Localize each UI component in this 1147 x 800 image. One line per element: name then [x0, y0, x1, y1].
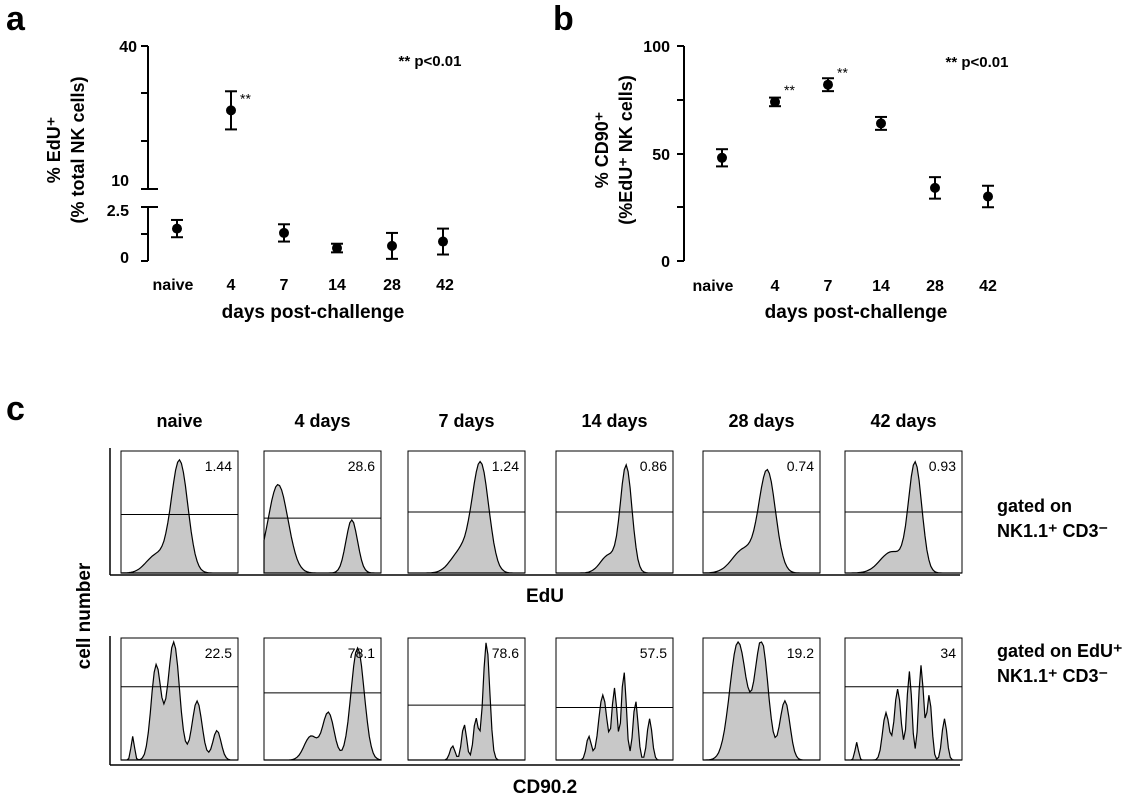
panel-letter-b: b — [553, 0, 574, 38]
chart-c-histogram — [845, 665, 962, 761]
chart-b-xtick-3: 14 — [872, 278, 890, 295]
chart-c-gate-value: 22.5 — [205, 645, 232, 661]
chart-c-gate-value: 34 — [940, 645, 956, 661]
chart-c: cell number EdU CD90.2 gated on NK1.1⁺ C… — [74, 411, 1123, 798]
chart-c-row0-axis-label: EdU — [526, 586, 564, 607]
chart-a-ytick-40: 40 — [119, 39, 137, 56]
chart-b-xtick-4: 28 — [926, 278, 944, 295]
chart-b-point — [983, 191, 993, 202]
chart-c-columns: naive 4 days 7 days 14 days 28 days 42 days 1.… — [120, 411, 963, 761]
chart-c-gate-value: 28.6 — [348, 458, 375, 474]
panel-letter-c: c — [6, 390, 25, 428]
chart-b-xtick-0: naive — [693, 278, 734, 295]
chart-c-histogram — [556, 672, 673, 761]
chart-c-gate-value: 1.44 — [205, 458, 232, 474]
chart-a-ytick-10: 10 — [111, 173, 129, 190]
chart-c-histogram — [702, 468, 820, 574]
chart-a-ylabel2: (% total NK cells) — [68, 76, 88, 223]
chart-b-ytick-100: 100 — [643, 39, 670, 56]
chart-a-annotation: ** p<0.01 — [399, 53, 462, 70]
chart-c-histogram — [845, 460, 962, 574]
chart-a-point — [332, 243, 342, 254]
chart-a-point — [226, 105, 236, 116]
chart-b-ylabel2: (%EdU⁺ NK cells) — [616, 75, 636, 225]
chart-c-histogram — [263, 483, 381, 574]
chart-a-point — [172, 223, 182, 234]
chart-c-gate-value: 1.24 — [492, 458, 519, 474]
chart-b-xtick-2: 7 — [824, 278, 833, 295]
chart-c-gate-value: 19.2 — [787, 645, 814, 661]
chart-c-column-label: 14 days — [581, 411, 647, 431]
chart-b-point — [717, 152, 727, 163]
chart-c-column-label: naive — [156, 411, 202, 431]
chart-b-point — [930, 182, 940, 193]
chart-b-ylabel: % CD90⁺ — [592, 112, 612, 189]
chart-a-ytick-0: 0 — [120, 250, 129, 267]
chart-c-gate-value: 78.1 — [348, 645, 375, 661]
chart-a-xtick-4: 28 — [383, 277, 401, 294]
chart-b-point — [876, 118, 886, 129]
panel-letter-a: a — [6, 0, 26, 38]
chart-b-point — [770, 96, 780, 107]
chart-b-ytick-0: 0 — [661, 254, 670, 271]
chart-c-ylabel: cell number — [74, 562, 95, 669]
chart-b-xtick-1: 4 — [771, 278, 780, 295]
chart-c-gate-value: 0.74 — [787, 458, 814, 474]
chart-c-histogram — [556, 463, 673, 574]
chart-c-row1-gate2: NK1.1⁺ CD3⁻ — [997, 666, 1108, 686]
chart-a-xtick-2: 7 — [280, 277, 289, 294]
chart-b-ytick-50: 50 — [652, 147, 670, 164]
chart-a-point — [279, 227, 289, 238]
chart-c-histogram — [264, 646, 382, 761]
chart-b-significance: ** — [784, 82, 795, 98]
chart-b-point — [823, 79, 833, 90]
chart-a-xtick-5: 42 — [436, 277, 454, 294]
chart-a-xtick-0: naive — [153, 277, 194, 294]
chart-c-row0-gate2: NK1.1⁺ CD3⁻ — [997, 521, 1108, 541]
chart-b-annotation: ** p<0.01 — [946, 54, 1009, 71]
chart-c-row0-gate: gated on — [997, 496, 1072, 516]
chart-c-gate-value: 78.6 — [492, 645, 519, 661]
chart-b: 100 50 0 % CD90⁺ (%EdU⁺ NK cells) naive … — [592, 39, 1008, 323]
chart-a-ylabel: % EdU⁺ — [44, 117, 64, 184]
chart-c-histogram — [121, 640, 238, 761]
chart-a: 40 10 2.5 0 % EdU⁺ (% total NK cells) na… — [44, 39, 461, 323]
chart-c-column-label: 4 days — [294, 411, 350, 431]
chart-c-row1-gate: gated on EdU⁺ — [997, 641, 1123, 661]
chart-c-gate-value: 57.5 — [640, 645, 667, 661]
chart-c-gate-value: 0.86 — [640, 458, 667, 474]
chart-c-column-label: 28 days — [728, 411, 794, 431]
chart-b-points: ** ** — [716, 65, 994, 209]
chart-a-ytick-2.5: 2.5 — [107, 203, 129, 220]
chart-a-significance: ** — [240, 90, 251, 106]
chart-a-xlabel: days post-challenge — [222, 302, 405, 323]
chart-a-points: ** — [171, 90, 449, 260]
chart-c-row1-axis-label: CD90.2 — [513, 777, 577, 798]
chart-b-significance: ** — [837, 65, 848, 81]
chart-c-gate-value: 0.93 — [929, 458, 956, 474]
chart-c-column-label: 7 days — [438, 411, 494, 431]
chart-c-histogram — [120, 458, 238, 574]
chart-c-histogram — [408, 460, 525, 574]
chart-a-xtick-3: 14 — [328, 277, 346, 294]
chart-b-xtick-5: 42 — [979, 278, 997, 295]
chart-a-point — [438, 236, 448, 247]
chart-c-column-label: 42 days — [870, 411, 936, 431]
chart-b-xlabel: days post-challenge — [765, 302, 948, 323]
chart-a-xtick-1: 4 — [227, 277, 236, 294]
chart-c-histogram — [408, 642, 525, 761]
chart-c-histogram — [703, 640, 820, 761]
chart-a-point — [387, 240, 397, 251]
